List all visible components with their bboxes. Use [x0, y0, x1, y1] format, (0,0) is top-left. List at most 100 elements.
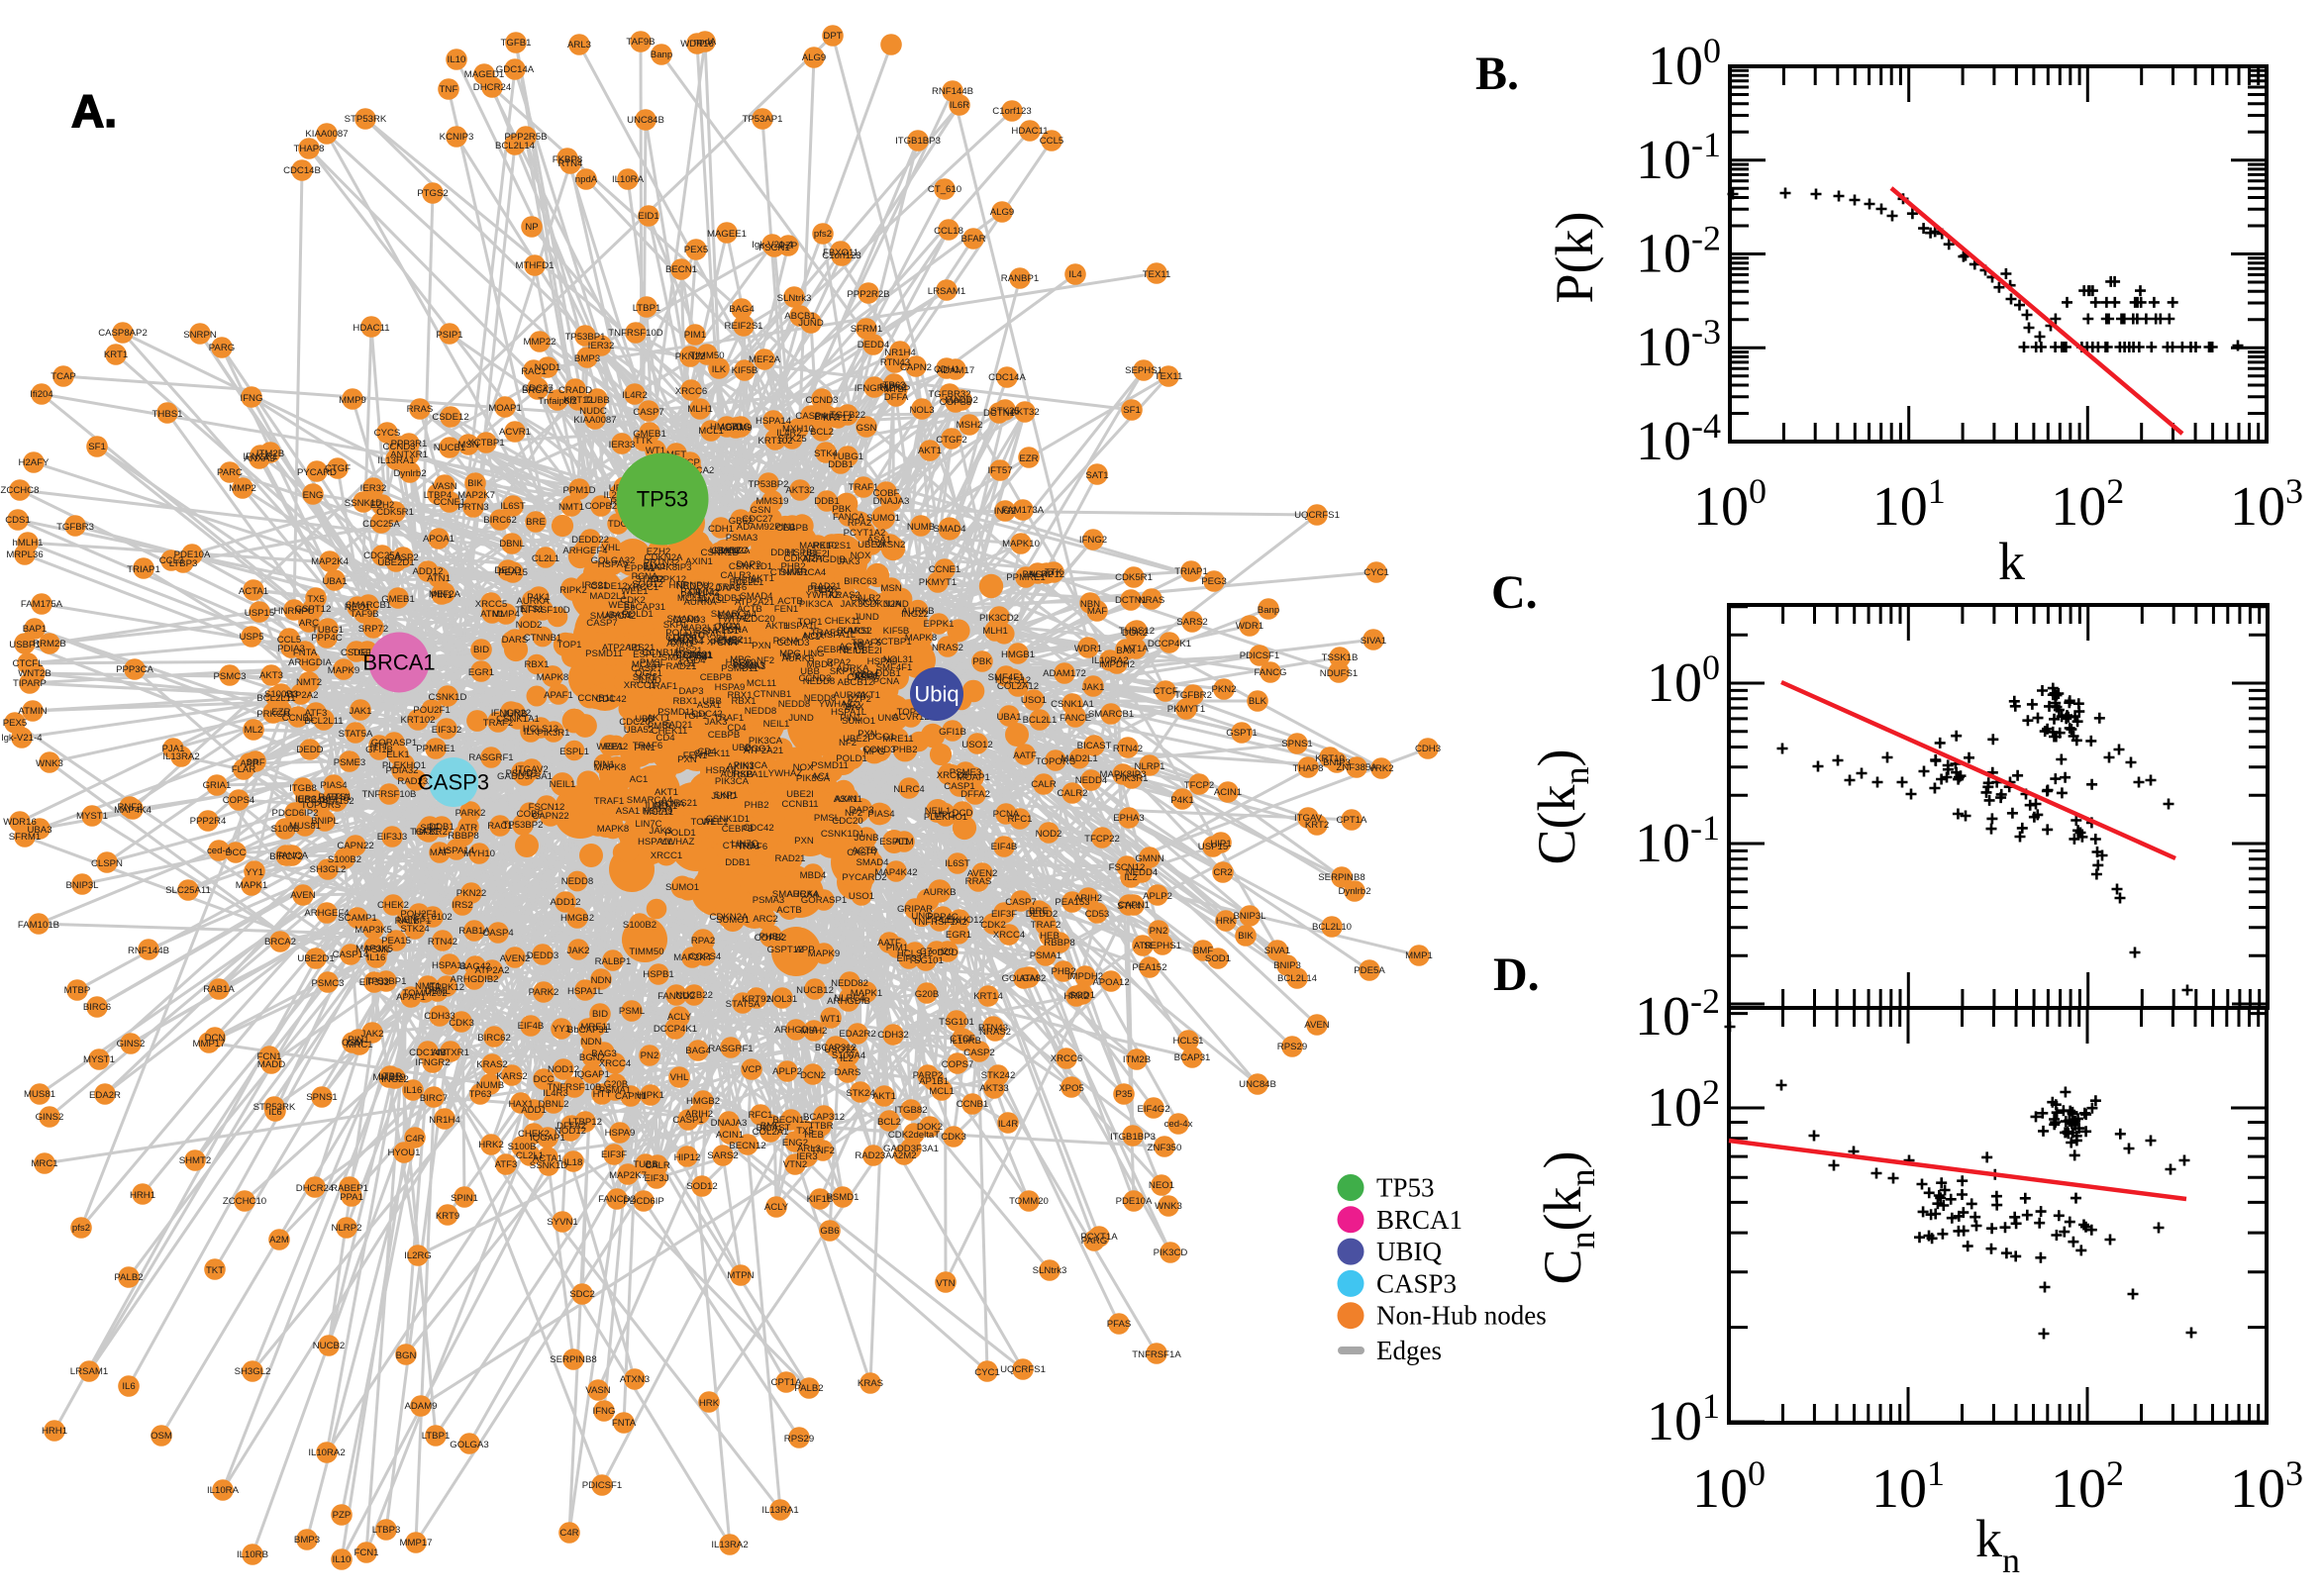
svg-text:XRCC6: XRCC6 [675, 386, 708, 397]
svg-text:UNC84B: UNC84B [1239, 1079, 1276, 1090]
svg-text:SIVA1: SIVA1 [1264, 946, 1291, 956]
svg-text:PSME3: PSME3 [950, 767, 982, 778]
svg-text:PZP: PZP [333, 1510, 352, 1521]
svg-text:CASP4: CASP4 [482, 928, 514, 939]
svg-text:EIF3J2: EIF3J2 [359, 977, 389, 988]
svg-text:AP1B1: AP1B1 [919, 1076, 949, 1087]
svg-text:A2M: A2M [269, 1235, 289, 1246]
svg-text:BbCAP31: BbCAP31 [624, 602, 665, 613]
svg-text:NEO1: NEO1 [1149, 1180, 1174, 1191]
svg-text:DEDD22: DEDD22 [571, 535, 609, 546]
svg-text:PIAS4: PIAS4 [867, 809, 895, 820]
svg-text:PBK: PBK [832, 504, 852, 515]
svg-text:ARHGDIA: ARHGDIA [288, 657, 332, 668]
svg-text:MSH2: MSH2 [957, 420, 983, 431]
svg-text:NOD2: NOD2 [516, 620, 543, 631]
svg-text:DHCR24: DHCR24 [296, 1183, 335, 1194]
svg-text:AKT33: AKT33 [979, 1083, 1008, 1094]
svg-text:BFAR: BFAR [960, 234, 985, 245]
svg-text:PEX5: PEX5 [3, 718, 28, 729]
svg-text:RAD23A: RAD23A [855, 1150, 892, 1161]
svg-text:PARK2: PARK2 [455, 808, 486, 819]
svg-text:RBBP8: RBBP8 [448, 831, 478, 842]
svg-text:USO1: USO1 [1021, 695, 1047, 706]
svg-text:FBXO11: FBXO11 [823, 248, 858, 258]
svg-text:USP15: USP15 [245, 608, 274, 619]
svg-text:DEDD: DEDD [296, 745, 323, 755]
svg-text:PSMA1: PSMA1 [1030, 950, 1062, 961]
svg-text:LTBP4: LTBP4 [424, 490, 453, 501]
svg-text:KRT1: KRT1 [104, 349, 128, 360]
svg-text:IFNGR2: IFNGR2 [415, 1057, 450, 1068]
svg-text:TUBB: TUBB [584, 395, 610, 406]
svg-text:HSPA14: HSPA14 [756, 416, 792, 427]
svg-text:IL13RA2: IL13RA2 [711, 1540, 748, 1550]
svg-text:YY1: YY1 [246, 867, 263, 878]
svg-text:SERPINB8: SERPINB8 [550, 1354, 596, 1365]
svg-text:G20B: G20B [915, 989, 940, 1000]
svg-text:IL6ST: IL6ST [945, 858, 970, 869]
svg-text:TNFRSF1A: TNFRSF1A [1132, 1349, 1181, 1360]
svg-text:SRP72: SRP72 [358, 624, 388, 635]
svg-text:CDC25A: CDC25A [362, 519, 400, 530]
svg-text:AATF: AATF [877, 938, 901, 948]
svg-text:RAD21: RAD21 [662, 720, 693, 731]
svg-text:RTN42: RTN42 [428, 937, 457, 948]
svg-text:CDK5R1: CDK5R1 [1115, 572, 1153, 583]
svg-text:MAP3K5: MAP3K5 [354, 925, 392, 936]
svg-text:RIPK2: RIPK2 [559, 585, 587, 596]
svg-text:TRAF2: TRAF2 [1031, 920, 1060, 931]
svg-text:P4K1: P4K1 [527, 592, 550, 603]
svg-text:COL2A12: COL2A12 [997, 681, 1039, 692]
svg-text:REIF2S1: REIF2S1 [725, 321, 763, 332]
svg-text:MMP22: MMP22 [523, 337, 556, 348]
svg-text:KIAA0087: KIAA0087 [305, 129, 348, 140]
svg-text:ATMIN: ATMIN [18, 706, 47, 717]
svg-text:CPT1A: CPT1A [1337, 815, 1368, 826]
svg-text:TRAF1: TRAF1 [811, 628, 841, 639]
svg-text:PN2: PN2 [641, 1050, 659, 1061]
svg-text:PALB2: PALB2 [794, 1383, 823, 1394]
svg-text:DHCR24: DHCR24 [473, 82, 512, 93]
svg-text:KARS2: KARS2 [841, 626, 871, 637]
svg-text:HEB: HEB [1040, 931, 1060, 942]
svg-text:MAPK8: MAPK8 [594, 762, 627, 773]
svg-text:BAG4: BAG4 [729, 304, 755, 315]
svg-text:MAP2K7: MAP2K7 [609, 1170, 647, 1181]
svg-text:ATF3: ATF3 [495, 1159, 518, 1170]
svg-text:SAT1: SAT1 [1085, 470, 1108, 481]
svg-text:ATN1: ATN1 [427, 573, 451, 584]
svg-text:SYVN1: SYVN1 [547, 1217, 577, 1228]
svg-text:DARS: DARS [502, 635, 529, 646]
svg-text:IL6ST: IL6ST [500, 501, 526, 512]
svg-text:ZNF350: ZNF350 [1148, 1143, 1182, 1153]
svg-text:PARC: PARC [217, 467, 243, 478]
svg-text:IL4: IL4 [1068, 269, 1082, 280]
svg-text:PKMYT1: PKMYT1 [1167, 704, 1205, 715]
svg-text:UBB: UBB [702, 696, 722, 707]
svg-text:COPS7: COPS7 [942, 1059, 974, 1070]
svg-text:ARC2: ARC2 [753, 914, 778, 925]
svg-text:EZR: EZR [1019, 453, 1038, 464]
svg-text:NUMB: NUMB [907, 522, 935, 533]
svg-text:CDC25A: CDC25A [363, 550, 401, 561]
svg-text:CCL5: CCL5 [1040, 136, 1064, 147]
svg-text:TGFBR3: TGFBR3 [56, 522, 94, 533]
svg-text:CASP7: CASP7 [633, 407, 663, 418]
svg-text:SLC25A11: SLC25A11 [165, 885, 211, 896]
svg-text:HIP12: HIP12 [674, 1152, 701, 1163]
svg-text:GSPT1: GSPT1 [1226, 728, 1257, 739]
svg-text:MTBP: MTBP [64, 985, 91, 996]
svg-text:TGFBR2: TGFBR2 [410, 827, 448, 838]
svg-text:PXN: PXN [858, 729, 877, 740]
svg-text:SFRM1: SFRM1 [9, 832, 42, 843]
svg-text:CCND3: CCND3 [805, 395, 838, 406]
svg-text:PSMC3: PSMC3 [213, 671, 246, 682]
svg-text:CSNK1D1: CSNK1D1 [706, 814, 750, 825]
svg-text:CASP8AP2: CASP8AP2 [98, 328, 148, 339]
svg-text:REIF2S1: REIF2S1 [813, 541, 852, 551]
svg-text:ING22: ING22 [901, 609, 929, 620]
svg-text:NUCB1: NUCB1 [434, 443, 466, 453]
svg-text:RNF2: RNF2 [117, 802, 142, 813]
svg-text:THAP8: THAP8 [294, 144, 325, 154]
